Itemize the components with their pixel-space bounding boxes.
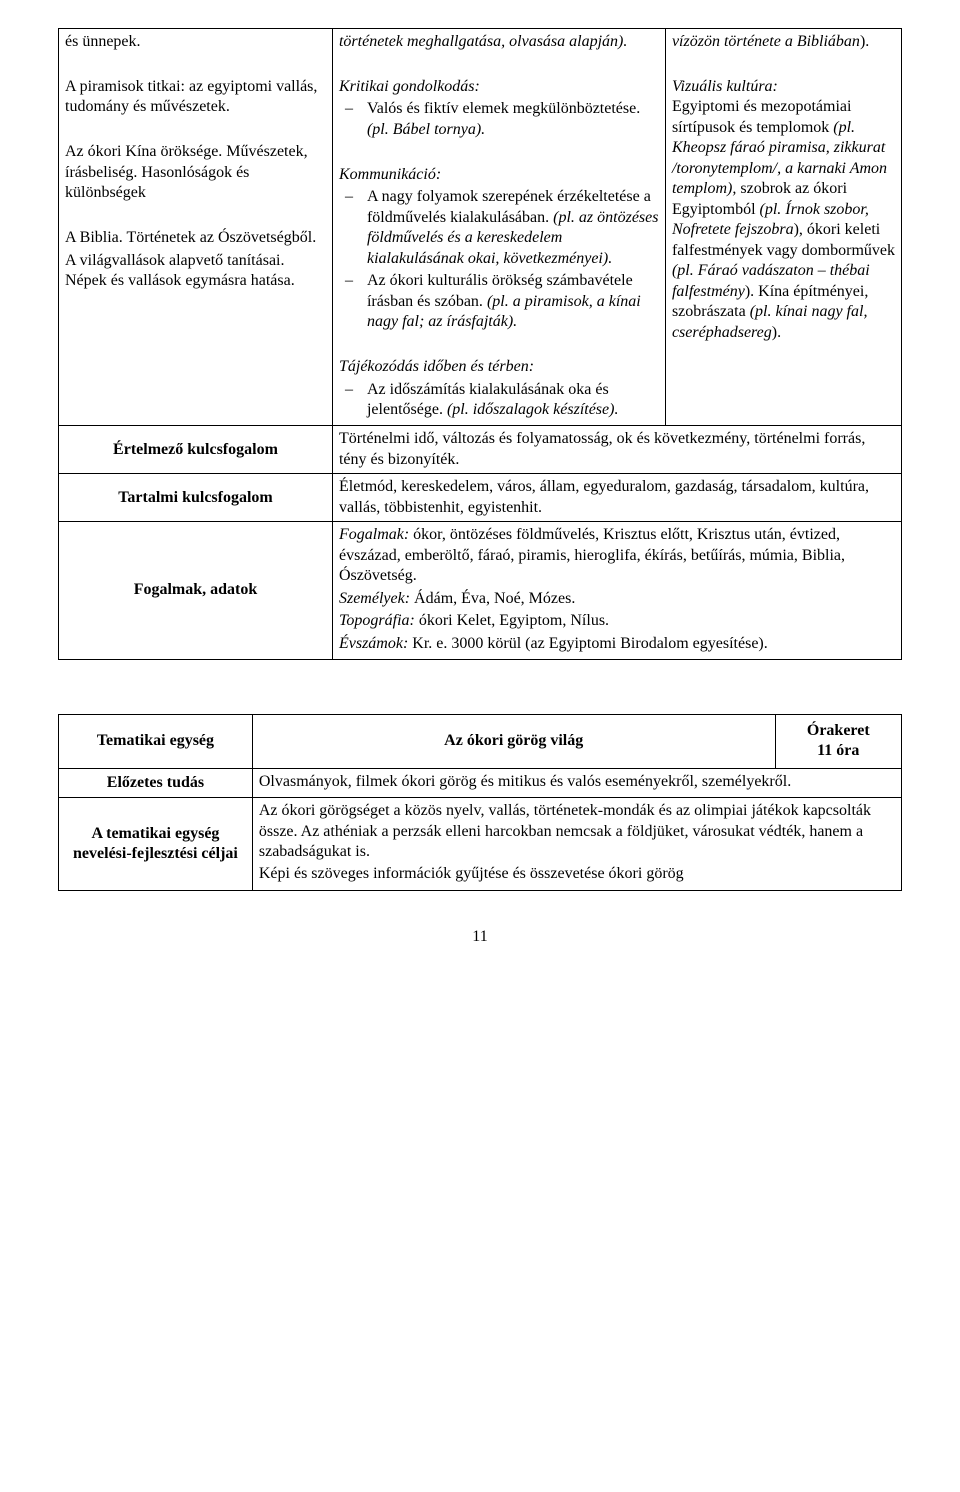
row-label: Előzetes tudás [59,768,253,797]
text: Egyiptomi és mezopotámiai sírtípusok és … [672,98,852,135]
row-label: A tematikai egység nevelési-fejlesztési … [59,798,253,891]
text: A világvallások alapvető tanításai. Népe… [65,251,326,292]
text: Kr. e. 3000 körül (az Egyiptomi Birodalo… [408,635,767,652]
row-content: Fogalmak: ókor, öntözéses földművelés, K… [332,522,901,660]
text: A Biblia. Történetek az Ószövetségből. [65,228,326,248]
text: A piramisok titkai: az egyiptomi vallás,… [65,77,326,118]
row-content: Történelmi idő, változás és folyamatossá… [332,426,901,474]
col3-connections: vízözön története a Bibliában). Vizuális… [665,29,901,426]
row-label: Értelmező kulcsfogalom [59,426,333,474]
curriculum-table-2: Tematikai egység Az ókori görög világ Ór… [58,714,902,891]
text: ókori Kelet, Egyiptom, Nílus. [415,612,609,629]
row-label: Tematikai egység [59,715,253,768]
heading: Tájékozódás időben és térben: [339,357,659,377]
list: Az időszámítás kialakulásának oka és jel… [339,380,659,421]
label: Topográfia: [339,612,415,629]
list: Valós és fiktív elemek megkülönböztetése… [339,99,659,140]
label: Személyek: [339,590,410,607]
text: Vizuális kultúra: Egyiptomi és mezopotám… [672,77,895,343]
page-number: 11 [58,927,902,947]
heading: Kritikai gondolkodás: [339,77,659,97]
row-content: Az ókori görögséget a közös nyelv, vallá… [252,798,901,891]
text: Képi és szöveges információk gyűjtése és… [259,864,895,884]
row-content: Életmód, kereskedelem, város, állam, egy… [332,474,901,522]
text: és ünnepek. [65,32,326,52]
text: Valós és fiktív elemek megkülönböztetése… [367,100,640,117]
row-label: Tartalmi kulcsfogalom [59,474,333,522]
text: ókor, öntözéses földművelés, Krisztus el… [339,526,845,584]
text: történetek meghallgatása, olvasása alapj… [339,32,659,52]
hours: Órakeret 11 óra [775,715,901,768]
list-item: Az időszámítás kialakulásának oka és jel… [339,380,659,421]
row-label: Fogalmak, adatok [59,522,333,660]
label: Évszámok: [339,635,408,652]
col1-topics: és ünnepek. A piramisok titkai: az egyip… [59,29,333,426]
row-content: Olvasmányok, filmek ókori görög és mitik… [252,768,901,797]
unit-title: Az ókori görög világ [252,715,775,768]
heading: Kommunikáció: [339,165,659,185]
curriculum-table-1: és ünnepek. A piramisok titkai: az egyip… [58,28,902,660]
text: Ádám, Éva, Noé, Mózes. [410,590,575,607]
list-item: Az ókori kulturális örökség számbavétele… [339,271,659,332]
label: Fogalmak: [339,526,409,543]
text: Az ókori Kína öröksége. Művészetek, írás… [65,142,326,203]
list-item: A nagy folyamok szerepének érzékeltetése… [339,187,659,269]
heading: Vizuális kultúra: [672,78,778,95]
text: ). [772,324,781,341]
example: (pl. időszalagok készítése). [447,401,619,418]
list-item: Valós és fiktív elemek megkülönböztetése… [339,99,659,140]
example: vízözön története a Bibliában [672,33,860,50]
text: ). [860,33,869,50]
text: Az ókori görögséget a közös nyelv, vallá… [259,801,895,862]
list: A nagy folyamok szerepének érzékeltetése… [339,187,659,332]
col2-skills: történetek meghallgatása, olvasása alapj… [332,29,665,426]
text: vízözön története a Bibliában). [672,32,895,52]
example: (pl. Bábel tornya). [367,121,485,138]
